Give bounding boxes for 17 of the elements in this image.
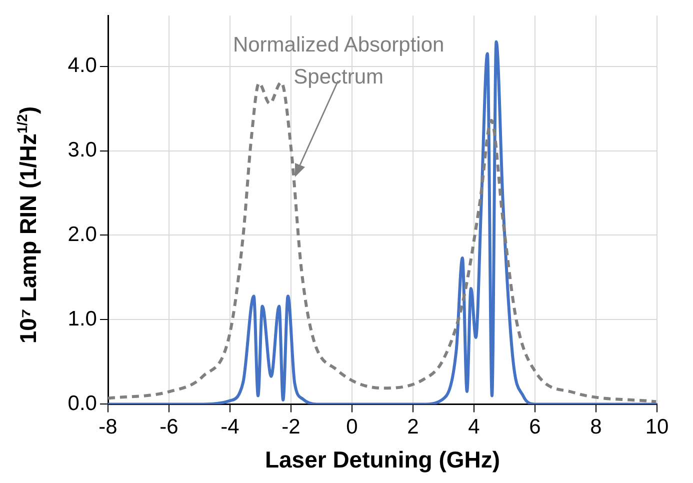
y-tick-label: 1.0 xyxy=(68,308,97,331)
x-tick-label: 2 xyxy=(407,416,419,439)
y-tick-label: 2.0 xyxy=(68,223,97,246)
x-tick-label: -4 xyxy=(220,416,240,439)
x-tick-label: 8 xyxy=(590,416,602,439)
x-tick-label: 0 xyxy=(346,416,358,439)
x-tick-label: 6 xyxy=(529,416,541,439)
y-tick-label: 0.0 xyxy=(68,392,97,415)
annotation: Normalized Absorption Spectrum xyxy=(232,33,444,88)
x-axis-title: Laser Detuning (GHz) xyxy=(264,446,500,473)
y-tick-label: 4.0 xyxy=(68,54,97,78)
x-tick-label: 4 xyxy=(468,416,480,439)
x-tick-label: -2 xyxy=(282,416,300,439)
x-tick-label: -8 xyxy=(98,416,118,439)
y-tick-label: 3.0 xyxy=(68,138,97,162)
x-tick-label: 10 xyxy=(645,416,669,439)
x-tick-label: -6 xyxy=(160,416,178,439)
